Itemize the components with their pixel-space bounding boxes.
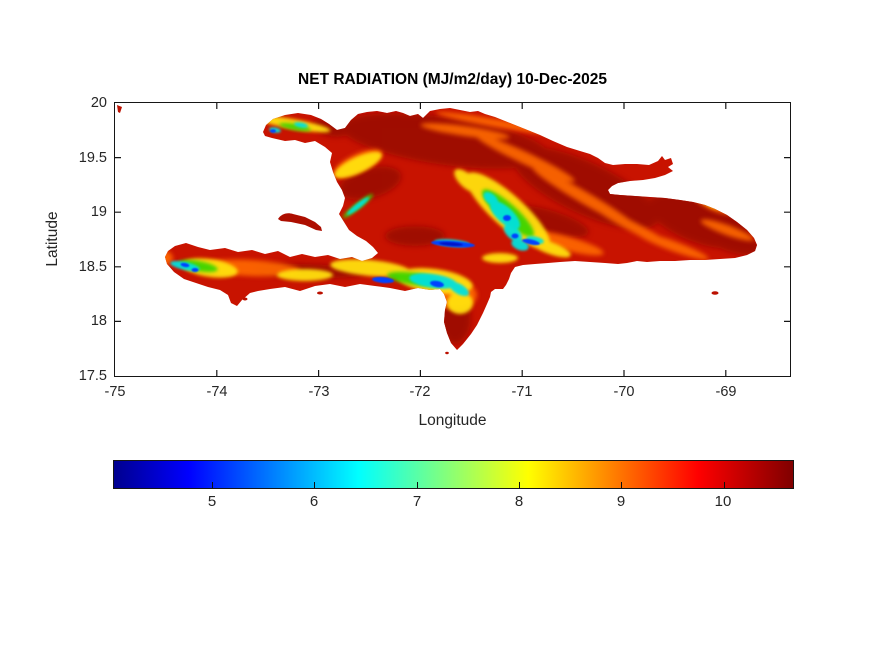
x-tick-label: -72 — [409, 384, 431, 400]
colorbar-tick-mark — [212, 482, 214, 488]
hispaniola-heatmap — [115, 103, 790, 376]
axis-tick-marks — [115, 103, 790, 376]
y-axis-label: Latitude — [44, 211, 61, 267]
y-tick-label: 17.5 — [78, 368, 107, 384]
colorbar — [113, 460, 794, 489]
y-tick-label: 18 — [90, 313, 107, 329]
colorbar-tick-label: 10 — [714, 493, 732, 510]
colorbar-tick-label: 8 — [514, 493, 524, 510]
colorbar-tick-label: 6 — [309, 493, 319, 510]
colorbar-tick-mark — [519, 482, 521, 488]
plot-title: NET RADIATION (MJ/m2/day) 10-Dec-2025 — [298, 71, 607, 88]
radiation-field — [165, 111, 757, 344]
blue-lowest-radiation-streaks — [180, 129, 540, 288]
x-tick-label: -73 — [308, 384, 330, 400]
x-axis-label: Longitude — [418, 412, 487, 429]
offshore-islet-specks — [117, 105, 719, 355]
gonave-island-shape — [278, 213, 322, 231]
x-tick-label: -74 — [206, 384, 228, 400]
colorbar-tick-mark — [724, 482, 726, 488]
x-tick-label: -71 — [511, 384, 533, 400]
x-tick-label: -75 — [104, 384, 126, 400]
colorbar-tick-label: 5 — [207, 493, 217, 510]
y-tick-label: 19.5 — [78, 150, 107, 166]
colorbar-tick-mark — [621, 482, 623, 488]
map-plot-area — [114, 102, 791, 377]
y-tick-label: 20 — [90, 95, 107, 111]
colorbar-tick-label: 7 — [412, 493, 422, 510]
y-tick-label: 19 — [90, 204, 107, 220]
colorbar-tick-mark — [417, 482, 419, 488]
y-tick-label: 18.5 — [78, 259, 107, 275]
x-tick-label: -70 — [613, 384, 635, 400]
x-tick-label: -69 — [715, 384, 737, 400]
colorbar-tick-label: 9 — [616, 493, 626, 510]
colorbar-tick-mark — [314, 482, 316, 488]
